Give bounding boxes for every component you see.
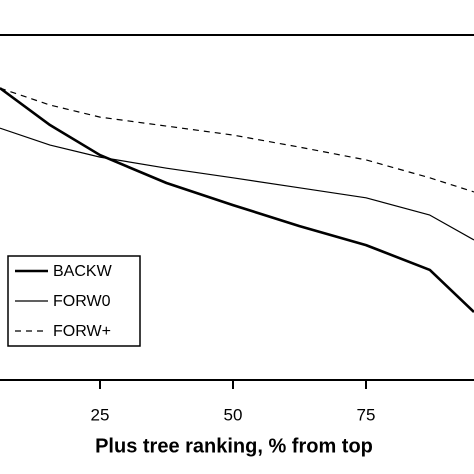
x-axis-label: Plus tree ranking, % from top [95, 435, 373, 457]
plot-area [0, 87, 474, 313]
x-tick-label: 75 [357, 405, 376, 424]
series-line [0, 127, 474, 241]
legend-label: FORW0 [53, 293, 111, 310]
legend-label: FORW+ [53, 323, 111, 340]
legend: BACKW FORW0 FORW+ [7, 255, 141, 347]
series-line [0, 87, 474, 193]
x-tick-label: 25 [91, 405, 110, 424]
series-line [0, 87, 474, 313]
legend-label: BACKW [53, 263, 113, 280]
x-tick-label: 50 [224, 405, 243, 424]
